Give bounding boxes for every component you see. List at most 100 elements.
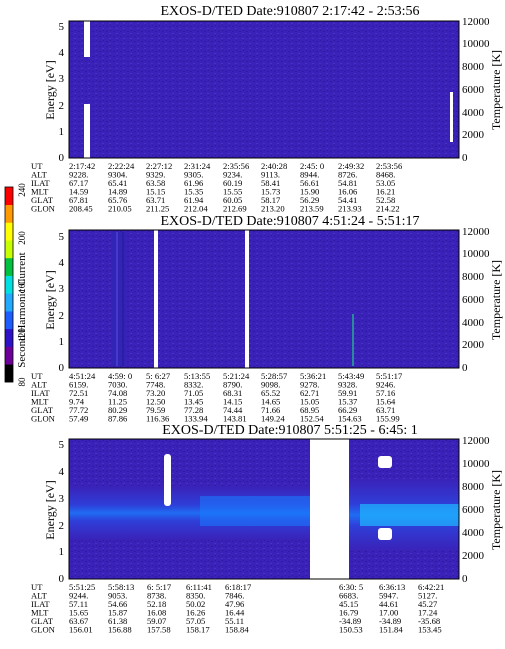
ephemeris-value: 5:36:21 [300,371,326,381]
ephemeris-value: 9304. [108,170,127,180]
ephemeris-value: 63.71 [376,405,395,415]
colorbar-cell [5,187,13,206]
y-tick-label: 5 [59,439,65,451]
y-tick-label: 3 [59,283,65,295]
ephemeris-value: 2:17:42 [69,161,95,171]
y-tick-label: 3 [59,73,65,85]
ephemeris-value: 5:51:25 [69,582,95,592]
colorbar-cell [5,346,13,365]
ephemeris-value: 62.71 [300,388,319,398]
ephemeris-value: 9.74 [69,397,85,407]
ephemeris-value: 61.94 [184,195,204,205]
ephemeris-value: 45.15 [339,599,358,609]
ephemeris-value: 15.90 [300,187,319,197]
ephemeris-value: 6683. [339,591,358,601]
y2-tick-label: 2000 [462,339,485,351]
noise-streak [122,232,124,366]
ephemeris-value: 45.27 [418,599,438,609]
ephemeris-value: 210.05 [108,204,132,214]
ephemeris-value: 154.63 [338,414,362,424]
y-tick-label: 1 [59,546,65,558]
ephemeris-value: 53.05 [376,178,395,188]
ephemeris-label: GLON [31,625,56,635]
ephemeris-value: 16.44 [225,608,245,618]
ephemeris-value: 16.26 [186,608,206,618]
y2-tick-label: 2000 [462,129,485,141]
ephemeris-value: 71.05 [184,388,203,398]
colorbar-tick-label: 160 [17,279,27,293]
ephemeris-value: 8738. [147,591,166,601]
ephemeris-value: 60.05 [223,195,242,205]
colorbar: 80 120 160 200 240 Second Harmonic Curre… [4,183,28,387]
ephemeris-value: 54.81 [338,178,357,188]
ephemeris-value: 2:22:24 [108,161,135,171]
ephemeris-value: 9328. [338,380,357,390]
plot-frame [68,20,460,159]
ephemeris-value: 2:40:28 [261,161,287,171]
y2-tick-label: 10000 [462,458,490,470]
y2-tick-label: 6000 [462,84,485,96]
ephemeris-value: 57.16 [376,388,396,398]
ephemeris-value: 2:31:24 [184,161,211,171]
data-gap [378,528,392,540]
ephemeris-value: 15.73 [261,187,280,197]
ephemeris-value: 15.37 [338,397,358,407]
ephemeris-label: MLT [31,187,49,197]
spectrogram-plot-area [69,230,459,368]
ephemeris-value: 213.93 [338,204,362,214]
y2-tick-label: 4000 [462,107,485,119]
colorbar-cells [5,187,13,383]
ephemeris-value: 5:21:24 [223,371,250,381]
ephemeris-label: GLAT [31,616,54,626]
ephemeris-value: 5:51:17 [376,371,403,381]
colorbar-cell [5,257,13,276]
y-tick-label: 0 [59,362,65,374]
ephemeris-value: 58.41 [261,178,280,188]
ephemeris-value: 87.86 [108,414,128,424]
ephemeris-value: 15.87 [108,608,128,618]
y-tick-label: 2 [59,520,65,532]
ephemeris-value: 80.29 [108,405,127,415]
data-gap [245,230,249,368]
ephemeris-value: 211.25 [146,204,169,214]
ephemeris-value: 17.24 [418,608,438,618]
ephemeris-value: 158.84 [225,625,249,635]
ephemeris-value: 7748. [146,380,165,390]
ephemeris-value: 57.05 [186,616,205,626]
panel-title: EXOS-D/TED Date:910807 4:51:24 - 5:51:17 [161,214,420,229]
ephemeris-value: 74.08 [108,388,127,398]
ephemeris-label: ALT [31,170,48,180]
ephemeris-value: 212.69 [223,204,247,214]
ephemeris-value: 213.20 [261,204,285,214]
ephemeris-value: 157.58 [147,625,171,635]
intensity-band [200,496,310,526]
ephemeris-value: 58.17 [261,195,281,205]
ephemeris-value: 79.59 [146,405,165,415]
ephemeris-label: ILAT [31,388,50,398]
y2-tick-label: 2000 [462,550,485,562]
ephemeris-value: 9228. [69,170,88,180]
ephemeris-value: 68.95 [300,405,319,415]
ephemeris-value: 8332. [184,380,203,390]
ephemeris-value: 61.96 [184,178,204,188]
y-tick-label: 3 [59,493,65,505]
y2-tick-label: 4000 [462,527,485,539]
y-axis-label: Energy [eV] [43,60,57,119]
ephemeris-value: 208.45 [69,204,93,214]
ephemeris-value: 57.11 [69,599,88,609]
ephemeris-value: 63.67 [69,616,89,626]
colorbar-tick-label: 200 [17,231,27,245]
y-tick-label: 4 [59,257,65,269]
colorbar-cell [5,275,13,294]
ephemeris-value: 16.21 [376,187,395,197]
spike [352,314,354,366]
ephemeris-value: 8790. [223,380,242,390]
ephemeris-value: 6:11:41 [186,582,212,592]
ephemeris-value: 4:51:24 [69,371,96,381]
ephemeris-value: 52.18 [147,599,166,609]
ephemeris-value: 11.25 [108,397,127,407]
ephemeris-value: 14.15 [223,397,242,407]
ephemeris-label: MLT [31,608,49,618]
